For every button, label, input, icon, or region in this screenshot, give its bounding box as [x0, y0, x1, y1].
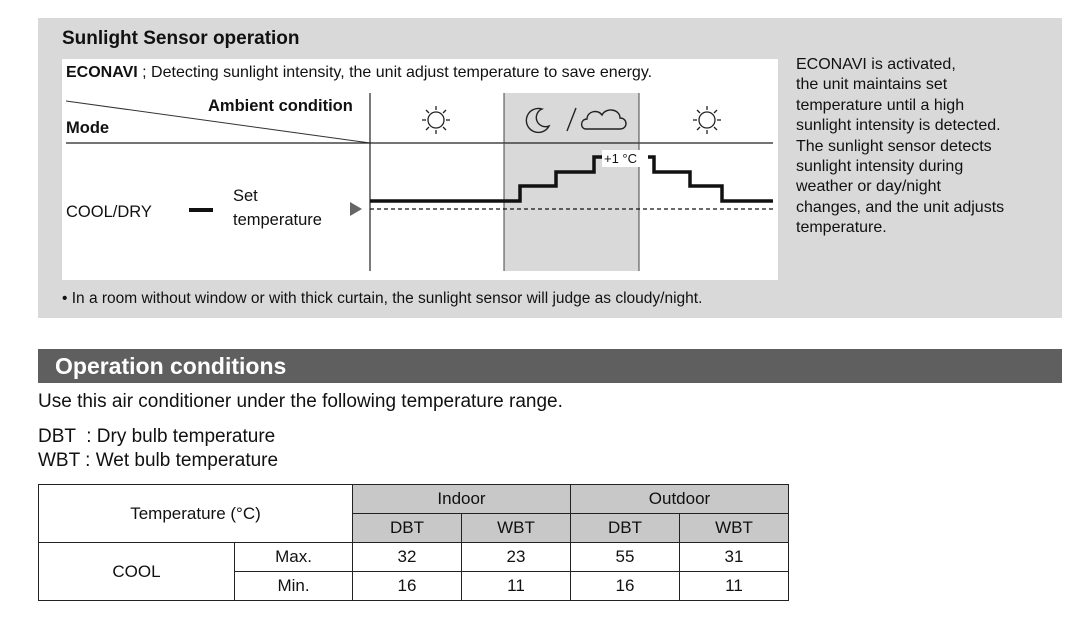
indoor-header: Indoor [352, 484, 571, 514]
table-cell: 11 [679, 571, 789, 601]
table-row: Min. 16 11 16 11 [39, 571, 789, 601]
outdoor-header: Outdoor [570, 484, 789, 514]
econavi-description: ECONAVI ; Detecting sunlight intensity, … [66, 64, 652, 82]
explanation-line: changes, and the unit adjusts [796, 198, 1005, 216]
step-label-bg [602, 150, 648, 167]
sunlight-sensor-title: Sunlight Sensor operation [62, 28, 300, 49]
mode-label: Mode [66, 119, 110, 137]
step-label: +1 °C [604, 151, 637, 166]
econavi-text: ; Detecting sunlight intensity, the unit… [137, 64, 653, 81]
set-temperature-line2: temperature [233, 211, 322, 229]
table-cell: 32 [352, 542, 462, 572]
explanation-line: sunlight intensity is detected. [796, 117, 1001, 135]
temperature-range-table: Temperature (°C) Indoor Outdoor DBT WBT … [38, 484, 789, 601]
outdoor-wbt-header: WBT [679, 513, 789, 543]
operation-conditions-title: Operation conditions [55, 353, 287, 379]
table-cell: 31 [679, 542, 789, 572]
table-cell: 16 [352, 571, 462, 601]
set-temp-arrow-icon [350, 202, 362, 216]
ambient-condition-label: Ambient condition [208, 97, 353, 115]
row-label: Min. [234, 571, 353, 601]
indoor-wbt-header: WBT [461, 513, 571, 543]
sunny-icon [422, 106, 450, 134]
operation-conditions-header-bar [38, 349, 1062, 383]
sunlight-diagram-area [62, 59, 778, 280]
table-cell: 11 [461, 571, 571, 601]
dbt-definition: DBT : Dry bulb temperature [38, 426, 276, 447]
table-cell: 55 [570, 542, 680, 572]
table-corner-header: Temperature (°C) [38, 484, 353, 543]
outdoor-dbt-header: DBT [570, 513, 680, 543]
slash-separator [566, 107, 577, 132]
cool-dry-label: COOL/DRY [66, 203, 152, 221]
indoor-dbt-header: DBT [352, 513, 462, 543]
set-temperature-line1: Set [233, 187, 258, 205]
econavi-label: ECONAVI [66, 64, 138, 81]
row-label: Max. [234, 542, 353, 572]
table-cell: 23 [461, 542, 571, 572]
header-diagonal [65, 100, 371, 144]
mode-cell: COOL [38, 542, 235, 601]
moon-icon [525, 107, 551, 134]
econavi-explanation: ECONAVI is activated, the unit maintains… [796, 55, 1058, 239]
cool-dry-dash [189, 208, 213, 212]
wbt-definition: WBT : Wet bulb temperature [38, 450, 279, 471]
operation-intro: Use this air conditioner under the follo… [38, 391, 563, 412]
table-cell: 16 [570, 571, 680, 601]
sunny-icon [693, 106, 721, 134]
sunlight-footnote: • In a room without window or with thick… [62, 290, 703, 307]
cloud-icon [580, 109, 627, 130]
table-row: COOL Max. 32 23 55 31 [38, 542, 789, 601]
explanation-line: temperature until a high [796, 96, 965, 114]
explanation-line: sunlight intensity during [796, 158, 964, 176]
set-temperature-label: Set temperature [233, 184, 322, 232]
explanation-line: The sunlight sensor detects [796, 137, 992, 155]
explanation-line: the unit maintains set [796, 76, 948, 94]
explanation-line: temperature. [796, 219, 887, 237]
explanation-line: weather or day/night [796, 178, 941, 196]
explanation-line: ECONAVI is activated, [796, 56, 956, 73]
